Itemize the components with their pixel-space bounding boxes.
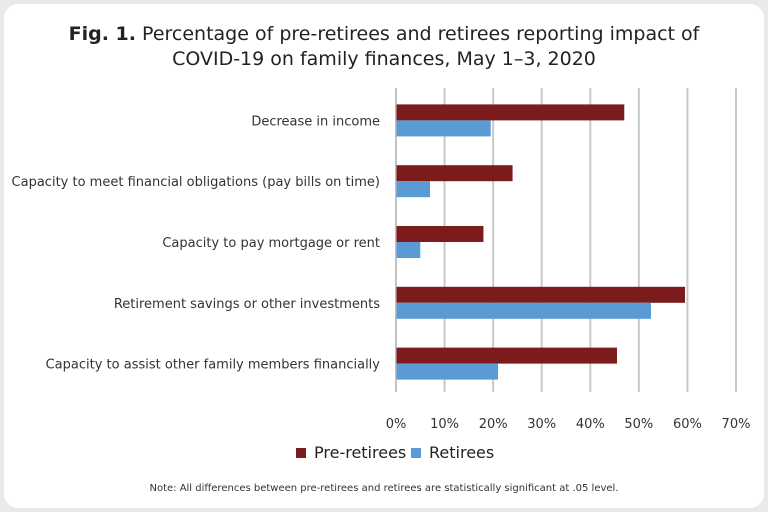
bar-retirees-2 — [396, 242, 421, 258]
legend-swatch-retirees — [411, 448, 421, 458]
figure-label: Fig. 1. — [68, 23, 136, 45]
legend-label: Retirees — [429, 443, 494, 462]
category-label: Decrease in income — [251, 114, 380, 129]
bar-pre-retirees-1 — [396, 165, 513, 182]
x-tick-label: 70% — [722, 417, 751, 432]
bar-pre-retirees-0 — [396, 104, 625, 121]
x-tick-label: 60% — [673, 417, 702, 432]
bar-retirees-0 — [396, 120, 491, 137]
category-label: Capacity to pay mortgage or rent — [162, 236, 380, 251]
chart-title: Fig. 1. Percentage of pre-retirees and r… — [0, 22, 768, 72]
legend-label: Pre-retirees — [314, 443, 406, 462]
category-label: Capacity to assist other family members … — [46, 358, 381, 373]
x-tick-label: 0% — [386, 417, 407, 432]
bar-retirees-1 — [396, 181, 430, 198]
title-line-1: Percentage of pre-retirees and retirees … — [142, 23, 700, 45]
bar-pre-retirees-2 — [396, 226, 484, 242]
bar-retirees-4 — [396, 363, 498, 380]
category-label: Retirement savings or other investments — [114, 297, 380, 312]
legend-swatch-pre-retirees — [296, 448, 306, 458]
chart-note: Note: All differences between pre-retire… — [149, 483, 619, 494]
x-tick-label: 20% — [479, 417, 508, 432]
title-line-2: COVID-19 on family finances, May 1–3, 20… — [172, 48, 596, 70]
bar-retirees-3 — [396, 302, 651, 319]
x-tick-label: 40% — [576, 417, 605, 432]
chart-card — [4, 4, 764, 508]
category-label: Capacity to meet financial obligations (… — [12, 175, 380, 190]
x-tick-label: 10% — [430, 417, 459, 432]
x-tick-label: 30% — [527, 417, 556, 432]
bar-pre-retirees-4 — [396, 347, 617, 364]
x-tick-label: 50% — [624, 417, 653, 432]
bar-pre-retirees-3 — [396, 286, 685, 303]
